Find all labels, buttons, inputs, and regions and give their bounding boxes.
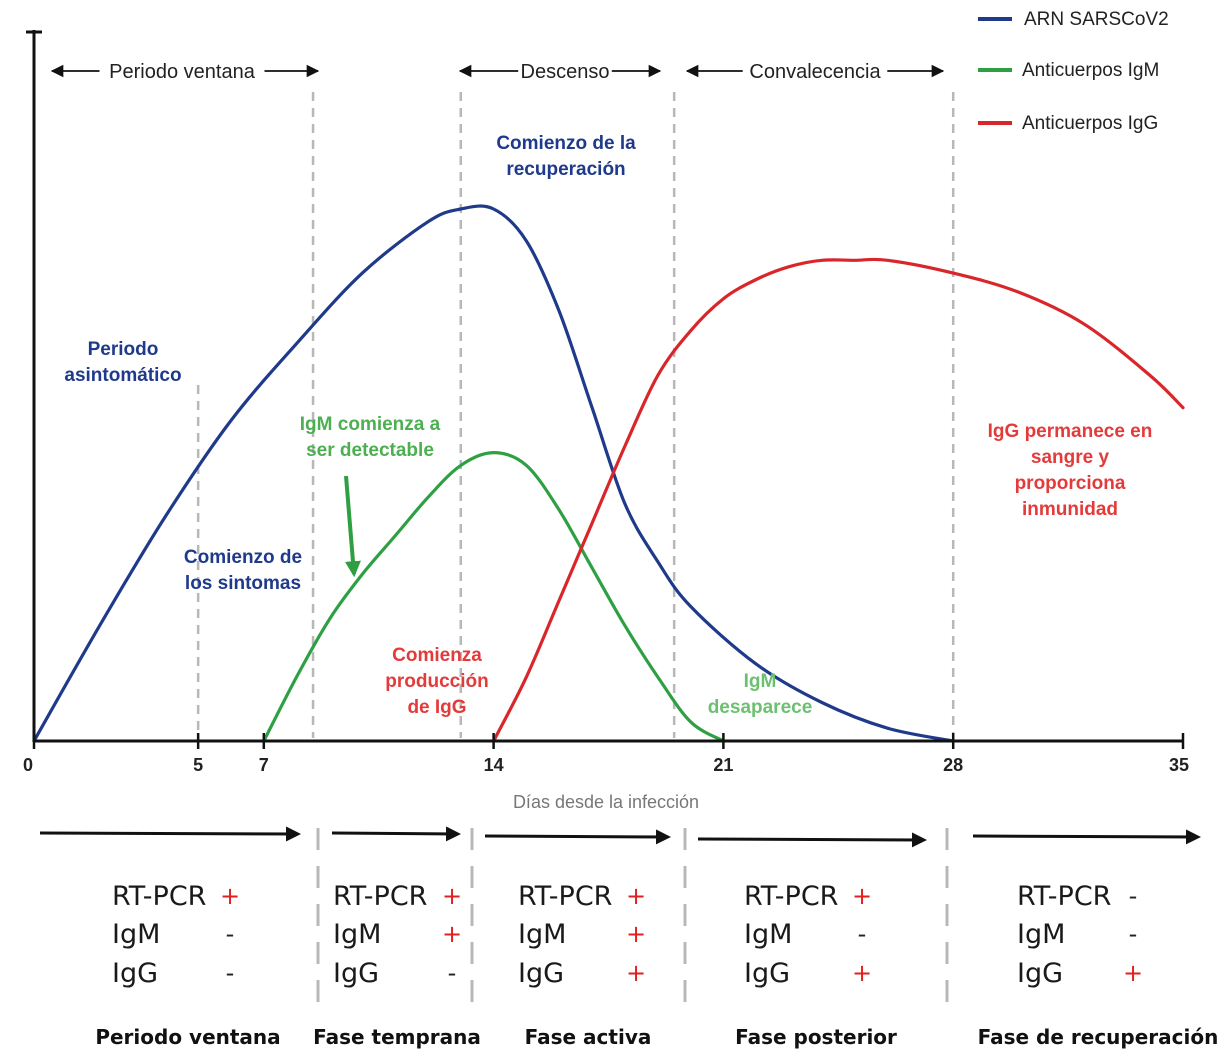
x-tick-label: 21 (713, 755, 733, 775)
annotation-igg-remains-line4: inmunidad (1022, 499, 1118, 520)
table-sign: + (626, 882, 646, 910)
annotation-asymptomatic-line1: Periodo (88, 339, 159, 360)
phase-name: Fase temprana (313, 1025, 481, 1049)
table-row-label: IgG (333, 958, 379, 989)
table-row-label: RT-PCR (744, 881, 838, 912)
annotation-symptom-onset-line2: los sintomas (185, 573, 301, 594)
igm-detectable-arrow (344, 475, 361, 578)
annotation-igg-remains-line2: sangre y (1031, 447, 1110, 468)
table-sign: + (1123, 959, 1143, 987)
table-row-label: IgG (744, 958, 790, 989)
phase-arrow (39, 826, 301, 842)
table-sign: - (448, 959, 457, 987)
annotation-igm-detectable-line2: ser detectable (306, 440, 434, 461)
table-row-label: IgG (1017, 958, 1063, 989)
phase-arrow (697, 832, 927, 848)
period-label: Descenso (521, 61, 610, 83)
x-tick-label: 7 (259, 755, 269, 775)
annotation-igg-production-line1: Comienza (392, 645, 482, 666)
annotation-igg-remains-line3: proporciona (1015, 473, 1126, 494)
annotation-igm-disappears-line1: IgM (744, 671, 777, 692)
x-tick-label: 5 (193, 755, 203, 775)
period-label: Convalecencia (749, 61, 881, 83)
table-row-label: IgM (1017, 919, 1065, 950)
annotation-igg-remains-line1: IgG permanece en (988, 421, 1153, 442)
phase-arrow (972, 829, 1201, 845)
table-sign: - (1129, 882, 1138, 910)
x-tick-label: 35 (1169, 755, 1189, 775)
table-row-label: IgM (333, 919, 381, 950)
table-sign: + (626, 959, 646, 987)
table-sign: + (852, 959, 872, 987)
x-tick-label: 0 (23, 755, 33, 775)
annotation-igm-disappears-line2: desaparece (708, 697, 813, 718)
table-sign: - (1129, 920, 1138, 948)
x-tick-label: 14 (484, 755, 504, 775)
legend-label-igg: Anticuerpos IgG (1022, 113, 1158, 134)
series-line-rna (32, 204, 955, 743)
table-sign: - (858, 920, 867, 948)
legend: ARN SARSCoV2 Anticuerpos IgM Anticuerpos… (978, 9, 1169, 134)
phase-arrow (484, 829, 671, 845)
x-tick-label: 28 (943, 755, 963, 775)
table-sign: + (442, 882, 462, 910)
table-row-label: RT-PCR (333, 881, 427, 912)
annotation-igm-detectable-line1: IgM comienza a (300, 414, 441, 435)
table-row-label: RT-PCR (112, 881, 206, 912)
series-line-igm (262, 451, 725, 743)
legend-label-rna: ARN SARSCoV2 (1024, 9, 1169, 30)
phase-name: Fase activa (525, 1025, 652, 1049)
annotation-igg-production-line2: producción (385, 671, 488, 692)
table-row-label: IgG (112, 958, 158, 989)
table-row-label: RT-PCR (518, 881, 612, 912)
period-label: Periodo ventana (109, 61, 256, 83)
table-row-label: IgG (518, 958, 564, 989)
table-sign: + (220, 882, 240, 910)
phase-arrow (331, 826, 461, 842)
annotation-symptom-onset-line1: Comienzo de (184, 547, 302, 568)
phase-name: Fase posterior (735, 1025, 897, 1049)
table-sign: - (226, 920, 235, 948)
table-sign: + (626, 920, 646, 948)
annotation-igg-production-line3: de IgG (407, 697, 466, 718)
table-row-label: RT-PCR (1017, 881, 1111, 912)
legend-label-igm: Anticuerpos IgM (1022, 60, 1159, 81)
table-sign: + (442, 920, 462, 948)
annotation-asymptomatic-line2: asintomático (64, 365, 181, 386)
table-row-label: IgM (744, 919, 792, 950)
table-row-label: IgM (518, 919, 566, 950)
x-axis-label: Días desde la infección (513, 792, 699, 812)
table-row-label: IgM (112, 919, 160, 950)
table-sign: + (852, 882, 872, 910)
phase-name: Fase de recuperación (978, 1025, 1217, 1049)
table-sign: - (226, 959, 235, 987)
annotation-recovery-start-line2: recuperación (506, 159, 625, 180)
series-line-igg (492, 257, 1185, 743)
phase-name: Periodo ventana (95, 1025, 280, 1049)
annotation-recovery-start-line1: Comienzo de la (496, 133, 636, 154)
